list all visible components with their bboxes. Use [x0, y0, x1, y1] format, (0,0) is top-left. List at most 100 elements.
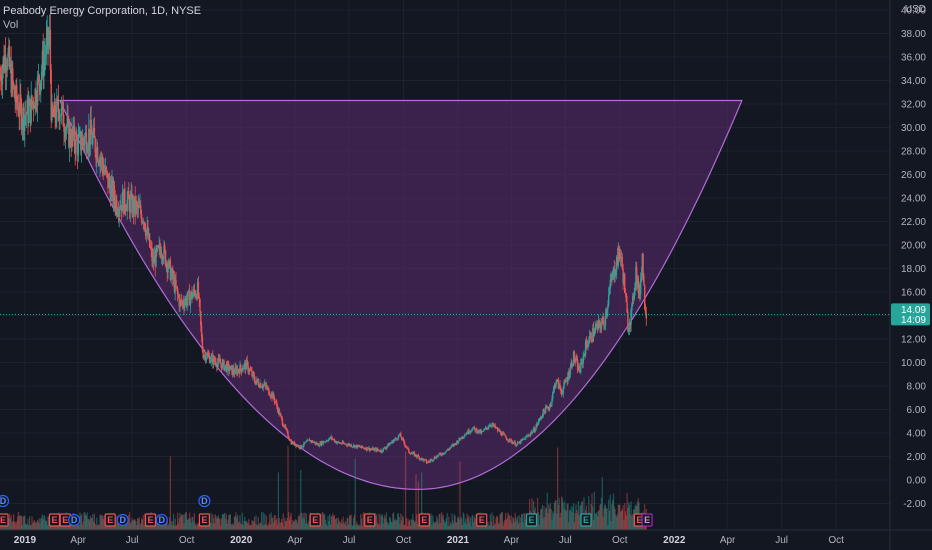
- candle-body: [405, 446, 408, 448]
- dividend-marker[interactable]: [67, 513, 81, 527]
- volume-bar: [256, 524, 258, 530]
- candle-body: [361, 445, 364, 448]
- candle-body: [578, 365, 580, 372]
- candle-body: [486, 428, 488, 429]
- dividend-marker[interactable]: [198, 494, 211, 508]
- candle-body: [88, 128, 91, 144]
- earnings-marker[interactable]: [198, 513, 210, 527]
- volume-bar: [281, 522, 283, 530]
- volume-bar: [497, 516, 499, 530]
- event-marker-label: E: [147, 515, 153, 525]
- volume-bar: [283, 526, 285, 530]
- earnings-marker[interactable]: [104, 513, 116, 527]
- candle-body: [597, 320, 600, 329]
- volume-bar: [512, 517, 514, 530]
- earnings-marker[interactable]: [476, 513, 488, 527]
- candle-body: [594, 327, 596, 334]
- earnings-marker[interactable]: [309, 513, 321, 527]
- earnings-marker[interactable]: [418, 513, 430, 527]
- candle-body: [414, 454, 416, 456]
- volume-bar: [277, 524, 279, 530]
- volume-bar: [24, 515, 26, 530]
- volume-bar: [85, 514, 87, 530]
- candle-body: [166, 262, 168, 273]
- candle-body: [139, 205, 141, 208]
- candle-body: [266, 387, 268, 389]
- earnings-marker[interactable]: [364, 513, 376, 527]
- candle-body: [566, 380, 568, 382]
- candle-body: [193, 289, 196, 293]
- price-tick-label: 10.00: [901, 358, 926, 369]
- candle-body: [308, 439, 310, 441]
- candle-body: [167, 267, 169, 273]
- candle-body: [508, 441, 510, 442]
- candle-body: [10, 63, 12, 93]
- candle-body: [254, 380, 256, 385]
- candle-body: [16, 102, 19, 107]
- price-tick-label: 2.00: [907, 452, 927, 463]
- candle-body: [377, 450, 380, 451]
- volume-bar: [321, 512, 323, 530]
- candle-body: [53, 101, 56, 117]
- candle-body: [388, 443, 391, 446]
- candle-body: [343, 443, 345, 445]
- earnings-marker[interactable]: [0, 513, 9, 527]
- dividend-marker[interactable]: [116, 513, 129, 527]
- candle-body: [184, 298, 187, 303]
- earnings-marker[interactable]: [525, 513, 538, 527]
- volume-bar: [274, 515, 276, 530]
- candle-body: [408, 452, 411, 454]
- event-marker-label: E: [107, 515, 113, 525]
- candle-body: [299, 447, 301, 449]
- dividend-marker[interactable]: [155, 513, 168, 527]
- earnings-marker[interactable]: [641, 513, 653, 527]
- candle-body: [636, 277, 639, 285]
- candle-body: [620, 257, 622, 258]
- earnings-marker[interactable]: [144, 513, 157, 527]
- candle-body: [458, 437, 460, 442]
- cup-pattern-shape[interactable]: [58, 99, 743, 491]
- candle-body: [492, 423, 495, 427]
- candle-body: [461, 436, 464, 438]
- candle-body: [616, 257, 618, 271]
- candle-body: [295, 444, 297, 447]
- volume-bar: [31, 516, 33, 530]
- volume-bar: [324, 514, 326, 530]
- candle-body: [279, 413, 281, 415]
- candle-body: [402, 438, 404, 440]
- candle-body: [108, 178, 110, 188]
- candle-body: [340, 443, 343, 445]
- volume-bar: [289, 519, 291, 530]
- volume-bar: [494, 523, 496, 530]
- candle-body: [592, 328, 595, 337]
- volume-bar: [447, 525, 449, 530]
- symbol-title: Peabody Energy Corporation, 1D, NYSE: [3, 5, 202, 17]
- volume-bar: [233, 516, 235, 530]
- earnings-marker[interactable]: [580, 513, 592, 527]
- candle-body: [47, 27, 49, 47]
- candle-body: [157, 246, 160, 247]
- volume-bar: [401, 520, 403, 530]
- candle-body: [456, 441, 458, 445]
- volume-bar: [400, 513, 402, 530]
- candle-body: [613, 267, 615, 278]
- candle-body: [218, 358, 220, 360]
- candle-body: [151, 248, 153, 262]
- volume-bar: [181, 514, 183, 530]
- volume-bar: [84, 512, 86, 530]
- candle-body: [468, 429, 470, 433]
- volume-bar: [290, 512, 292, 530]
- volume-bar: [471, 515, 473, 530]
- dividend-marker[interactable]: [0, 494, 10, 508]
- candle-body: [311, 440, 313, 442]
- volume-bar: [465, 524, 467, 530]
- price-axis-currency: USD: [905, 4, 926, 15]
- volume-bar: [158, 521, 160, 530]
- candle-body: [400, 433, 402, 438]
- volume-bar: [363, 512, 365, 530]
- earnings-marker[interactable]: [48, 513, 61, 527]
- time-tick-label: Apr: [70, 535, 86, 546]
- candle-body: [423, 459, 425, 461]
- candle-body: [281, 418, 284, 425]
